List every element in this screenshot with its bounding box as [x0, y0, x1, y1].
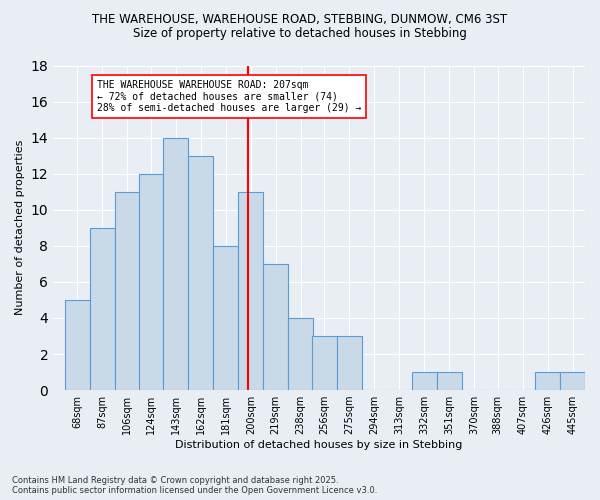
Bar: [337, 336, 362, 390]
Bar: [312, 336, 337, 390]
Bar: [163, 138, 188, 390]
Bar: [437, 372, 461, 390]
Bar: [412, 372, 437, 390]
Text: THE WAREHOUSE, WAREHOUSE ROAD, STEBBING, DUNMOW, CM6 3ST: THE WAREHOUSE, WAREHOUSE ROAD, STEBBING,…: [92, 12, 508, 26]
Bar: [263, 264, 288, 390]
Bar: [188, 156, 214, 390]
Bar: [288, 318, 313, 390]
Bar: [238, 192, 263, 390]
Text: Size of property relative to detached houses in Stebbing: Size of property relative to detached ho…: [133, 28, 467, 40]
Bar: [214, 246, 238, 390]
Bar: [65, 300, 90, 390]
Bar: [535, 372, 560, 390]
Bar: [90, 228, 115, 390]
Text: THE WAREHOUSE WAREHOUSE ROAD: 207sqm
← 72% of detached houses are smaller (74)
2: THE WAREHOUSE WAREHOUSE ROAD: 207sqm ← 7…: [97, 80, 362, 113]
Y-axis label: Number of detached properties: Number of detached properties: [15, 140, 25, 316]
Text: Contains HM Land Registry data © Crown copyright and database right 2025.
Contai: Contains HM Land Registry data © Crown c…: [12, 476, 377, 495]
Bar: [139, 174, 163, 390]
X-axis label: Distribution of detached houses by size in Stebbing: Distribution of detached houses by size …: [175, 440, 463, 450]
Bar: [560, 372, 585, 390]
Bar: [115, 192, 140, 390]
